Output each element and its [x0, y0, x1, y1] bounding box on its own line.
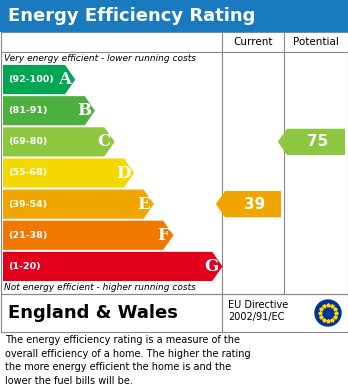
Text: (21-38): (21-38)	[8, 231, 47, 240]
Polygon shape	[278, 129, 345, 155]
Text: The energy efficiency rating is a measure of the
overall efficiency of a home. T: The energy efficiency rating is a measur…	[5, 335, 251, 386]
Text: D: D	[116, 165, 130, 181]
Polygon shape	[216, 191, 281, 217]
Polygon shape	[3, 252, 222, 281]
Polygon shape	[3, 127, 114, 156]
Polygon shape	[3, 190, 154, 219]
Text: Energy Efficiency Rating: Energy Efficiency Rating	[8, 7, 255, 25]
Text: G: G	[204, 258, 219, 275]
Text: A: A	[58, 71, 71, 88]
Polygon shape	[3, 96, 95, 125]
Text: E: E	[137, 196, 150, 213]
Text: 39: 39	[244, 197, 266, 212]
Polygon shape	[3, 221, 173, 250]
Text: (39-54): (39-54)	[8, 200, 47, 209]
Circle shape	[315, 300, 341, 326]
Text: B: B	[77, 102, 91, 119]
Text: (1-20): (1-20)	[8, 262, 41, 271]
Text: 75: 75	[307, 135, 329, 149]
Text: Very energy efficient - lower running costs: Very energy efficient - lower running co…	[4, 54, 196, 63]
Text: F: F	[158, 227, 169, 244]
Text: Current: Current	[233, 37, 273, 47]
Text: (92-100): (92-100)	[8, 75, 54, 84]
Bar	[0, 294, 348, 332]
Text: (55-68): (55-68)	[8, 169, 47, 178]
Polygon shape	[3, 65, 75, 94]
Text: Potential: Potential	[293, 37, 339, 47]
Text: (69-80): (69-80)	[8, 137, 47, 146]
Bar	[0, 32, 348, 294]
Text: C: C	[97, 133, 111, 151]
Text: EU Directive
2002/91/EC: EU Directive 2002/91/EC	[228, 300, 288, 322]
Polygon shape	[3, 158, 134, 188]
Text: (81-91): (81-91)	[8, 106, 47, 115]
Text: Not energy efficient - higher running costs: Not energy efficient - higher running co…	[4, 283, 196, 292]
Text: England & Wales: England & Wales	[8, 304, 178, 322]
Bar	[0, 0, 348, 32]
